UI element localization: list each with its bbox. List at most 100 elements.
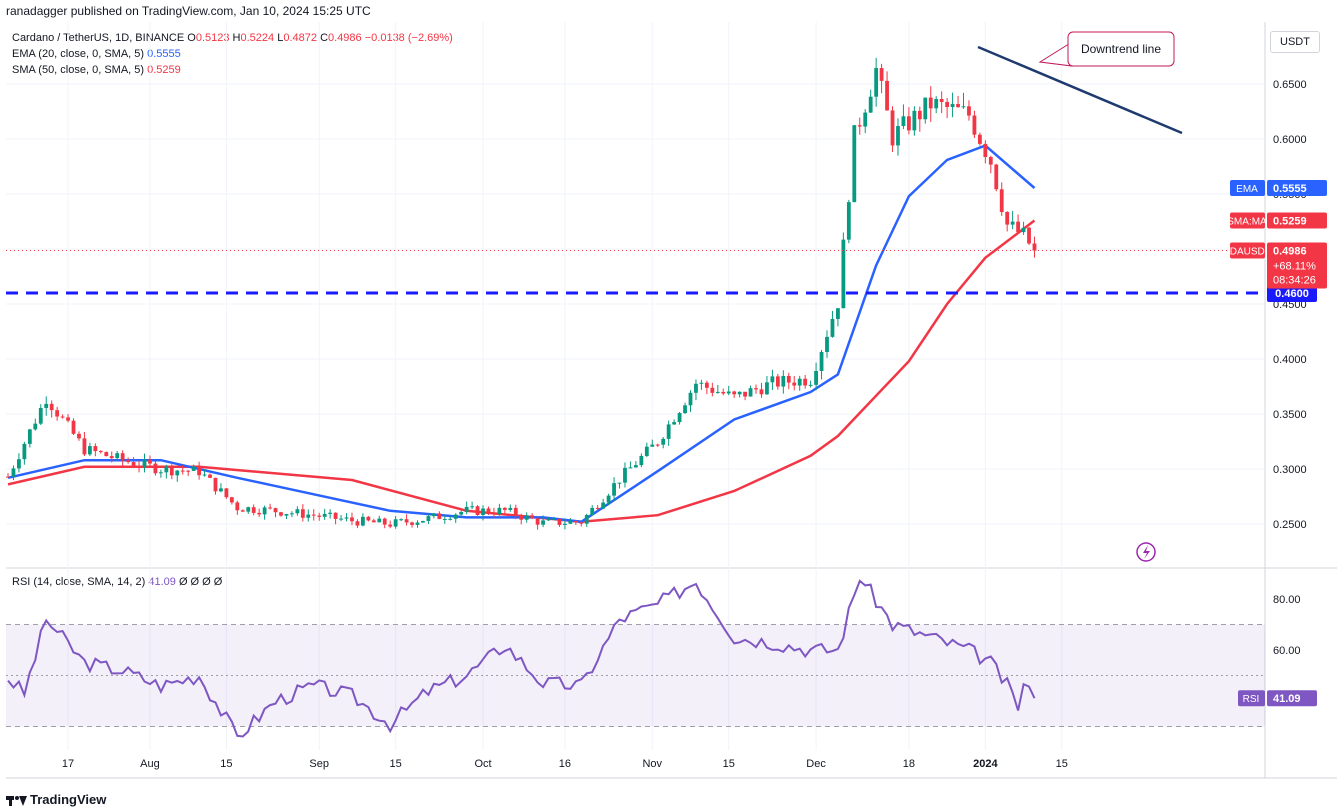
candle-body xyxy=(563,523,567,525)
downtrend-line xyxy=(977,45,1183,135)
candle-body xyxy=(808,384,813,386)
candle-body xyxy=(98,451,103,453)
candle-body xyxy=(546,519,551,521)
rsi-legend-extras: Ø Ø Ø Ø xyxy=(178,576,223,588)
candle-body xyxy=(1032,243,1037,251)
candle-body xyxy=(202,474,207,476)
flash-icon xyxy=(1136,542,1156,562)
symbol-name[interactable]: Cardano / TetherUS, 1D, BINANCE xyxy=(12,32,185,44)
candle-body xyxy=(251,507,256,513)
candle-body xyxy=(508,507,513,510)
candle-body xyxy=(770,376,775,383)
candle-body xyxy=(361,516,365,526)
candle-body xyxy=(885,80,889,111)
candle-body xyxy=(644,446,649,456)
candle-body xyxy=(590,507,595,515)
candle-body xyxy=(213,477,218,492)
y-tick-label: 0.4000 xyxy=(1273,354,1307,366)
candle-body xyxy=(710,387,715,393)
candle-body xyxy=(339,518,343,520)
candle-body xyxy=(988,157,993,165)
candle-body xyxy=(595,507,600,509)
candle-body xyxy=(197,466,201,476)
sma-legend-value: 0.5259 xyxy=(147,64,181,76)
candles xyxy=(6,57,1037,530)
downtrend-label: Downtrend line xyxy=(1081,42,1161,56)
candle-body xyxy=(819,351,824,372)
y-tick-label: 0.3500 xyxy=(1273,409,1307,421)
candle-body xyxy=(137,465,141,467)
high-label: H xyxy=(232,32,241,44)
candle-body xyxy=(1005,212,1010,225)
candle-body xyxy=(399,519,404,521)
candle-body xyxy=(552,518,556,520)
sma-path xyxy=(7,219,1036,524)
candle-body xyxy=(792,382,797,386)
candle-body xyxy=(917,110,922,120)
candle-body xyxy=(371,520,376,523)
candle-body xyxy=(530,515,535,519)
currency-unit-button[interactable]: USDT xyxy=(1270,31,1320,53)
rsi-line xyxy=(7,579,1036,738)
candle-body xyxy=(492,513,496,515)
x-tick-label: 15 xyxy=(220,758,232,770)
candle-body xyxy=(945,101,950,108)
candle-body xyxy=(961,106,966,108)
candle-body xyxy=(60,416,65,418)
price-tag-name-bg xyxy=(1230,179,1265,196)
candle-body xyxy=(393,519,398,527)
candle-body xyxy=(814,371,818,385)
candle-body xyxy=(300,509,305,518)
candle-body xyxy=(115,453,120,459)
candle-body xyxy=(677,413,682,423)
x-tick-label: 2024 xyxy=(973,758,998,770)
candle-body xyxy=(481,508,485,515)
candle-body xyxy=(541,520,545,525)
candle-body xyxy=(126,460,131,463)
candle-body xyxy=(634,465,638,468)
candle-body xyxy=(999,189,1004,213)
candle-body xyxy=(142,459,147,467)
candle-body xyxy=(240,510,245,512)
y-tick-label: 0.6500 xyxy=(1273,79,1307,91)
price-tag-countdown: 08:34:26 xyxy=(1273,275,1316,287)
candle-body xyxy=(448,518,453,520)
tradingview-brand: TradingView xyxy=(30,792,107,807)
candle-body xyxy=(186,470,191,472)
candle-body xyxy=(912,110,917,131)
time-axis: 17 Aug 15 Sep 15 Oct 16 Nov 15 Dec 18 2024 15 xyxy=(62,758,1068,770)
sma-legend-row[interactable]: SMA (50, close, 0, SMA, 5) 0.5259 xyxy=(12,62,453,78)
ema-legend-value: 0.5555 xyxy=(147,48,181,60)
candle-body xyxy=(896,126,900,146)
candle-body xyxy=(874,68,879,97)
x-tick-label: 16 xyxy=(559,758,571,770)
candle-body xyxy=(120,453,125,461)
candle-body xyxy=(661,438,666,445)
candle-body xyxy=(786,375,791,383)
candle-body xyxy=(355,521,360,526)
candle-body xyxy=(33,423,38,430)
candle-body xyxy=(6,476,10,478)
candle-body xyxy=(863,112,868,127)
candle-body xyxy=(153,463,158,474)
candle-body xyxy=(459,511,464,515)
candle-body xyxy=(246,507,251,512)
candle-body xyxy=(879,68,884,81)
rsi-legend[interactable]: RSI (14, close, SMA, 14, 2) 41.09 Ø Ø Ø … xyxy=(12,576,222,588)
published-header: ranadagger published on TradingView.com,… xyxy=(6,4,371,18)
candle-body xyxy=(235,502,240,511)
ema-legend-row[interactable]: EMA (20, close, 0, SMA, 5) 0.5555 xyxy=(12,46,453,62)
overlays: 0.4600 Downtrend line xyxy=(6,31,1317,562)
candle-body xyxy=(939,99,944,102)
candle-body xyxy=(704,382,709,388)
candle-body xyxy=(71,420,76,434)
tradingview-footer[interactable]: TradingView xyxy=(6,792,106,807)
x-tick-label: Nov xyxy=(642,758,662,770)
candle-body xyxy=(410,522,414,525)
candle-body xyxy=(49,403,54,411)
candle-body xyxy=(38,407,43,424)
candle-body xyxy=(977,134,982,144)
candle-body xyxy=(453,514,458,519)
rsi-tick-label: 80.00 xyxy=(1273,594,1301,606)
